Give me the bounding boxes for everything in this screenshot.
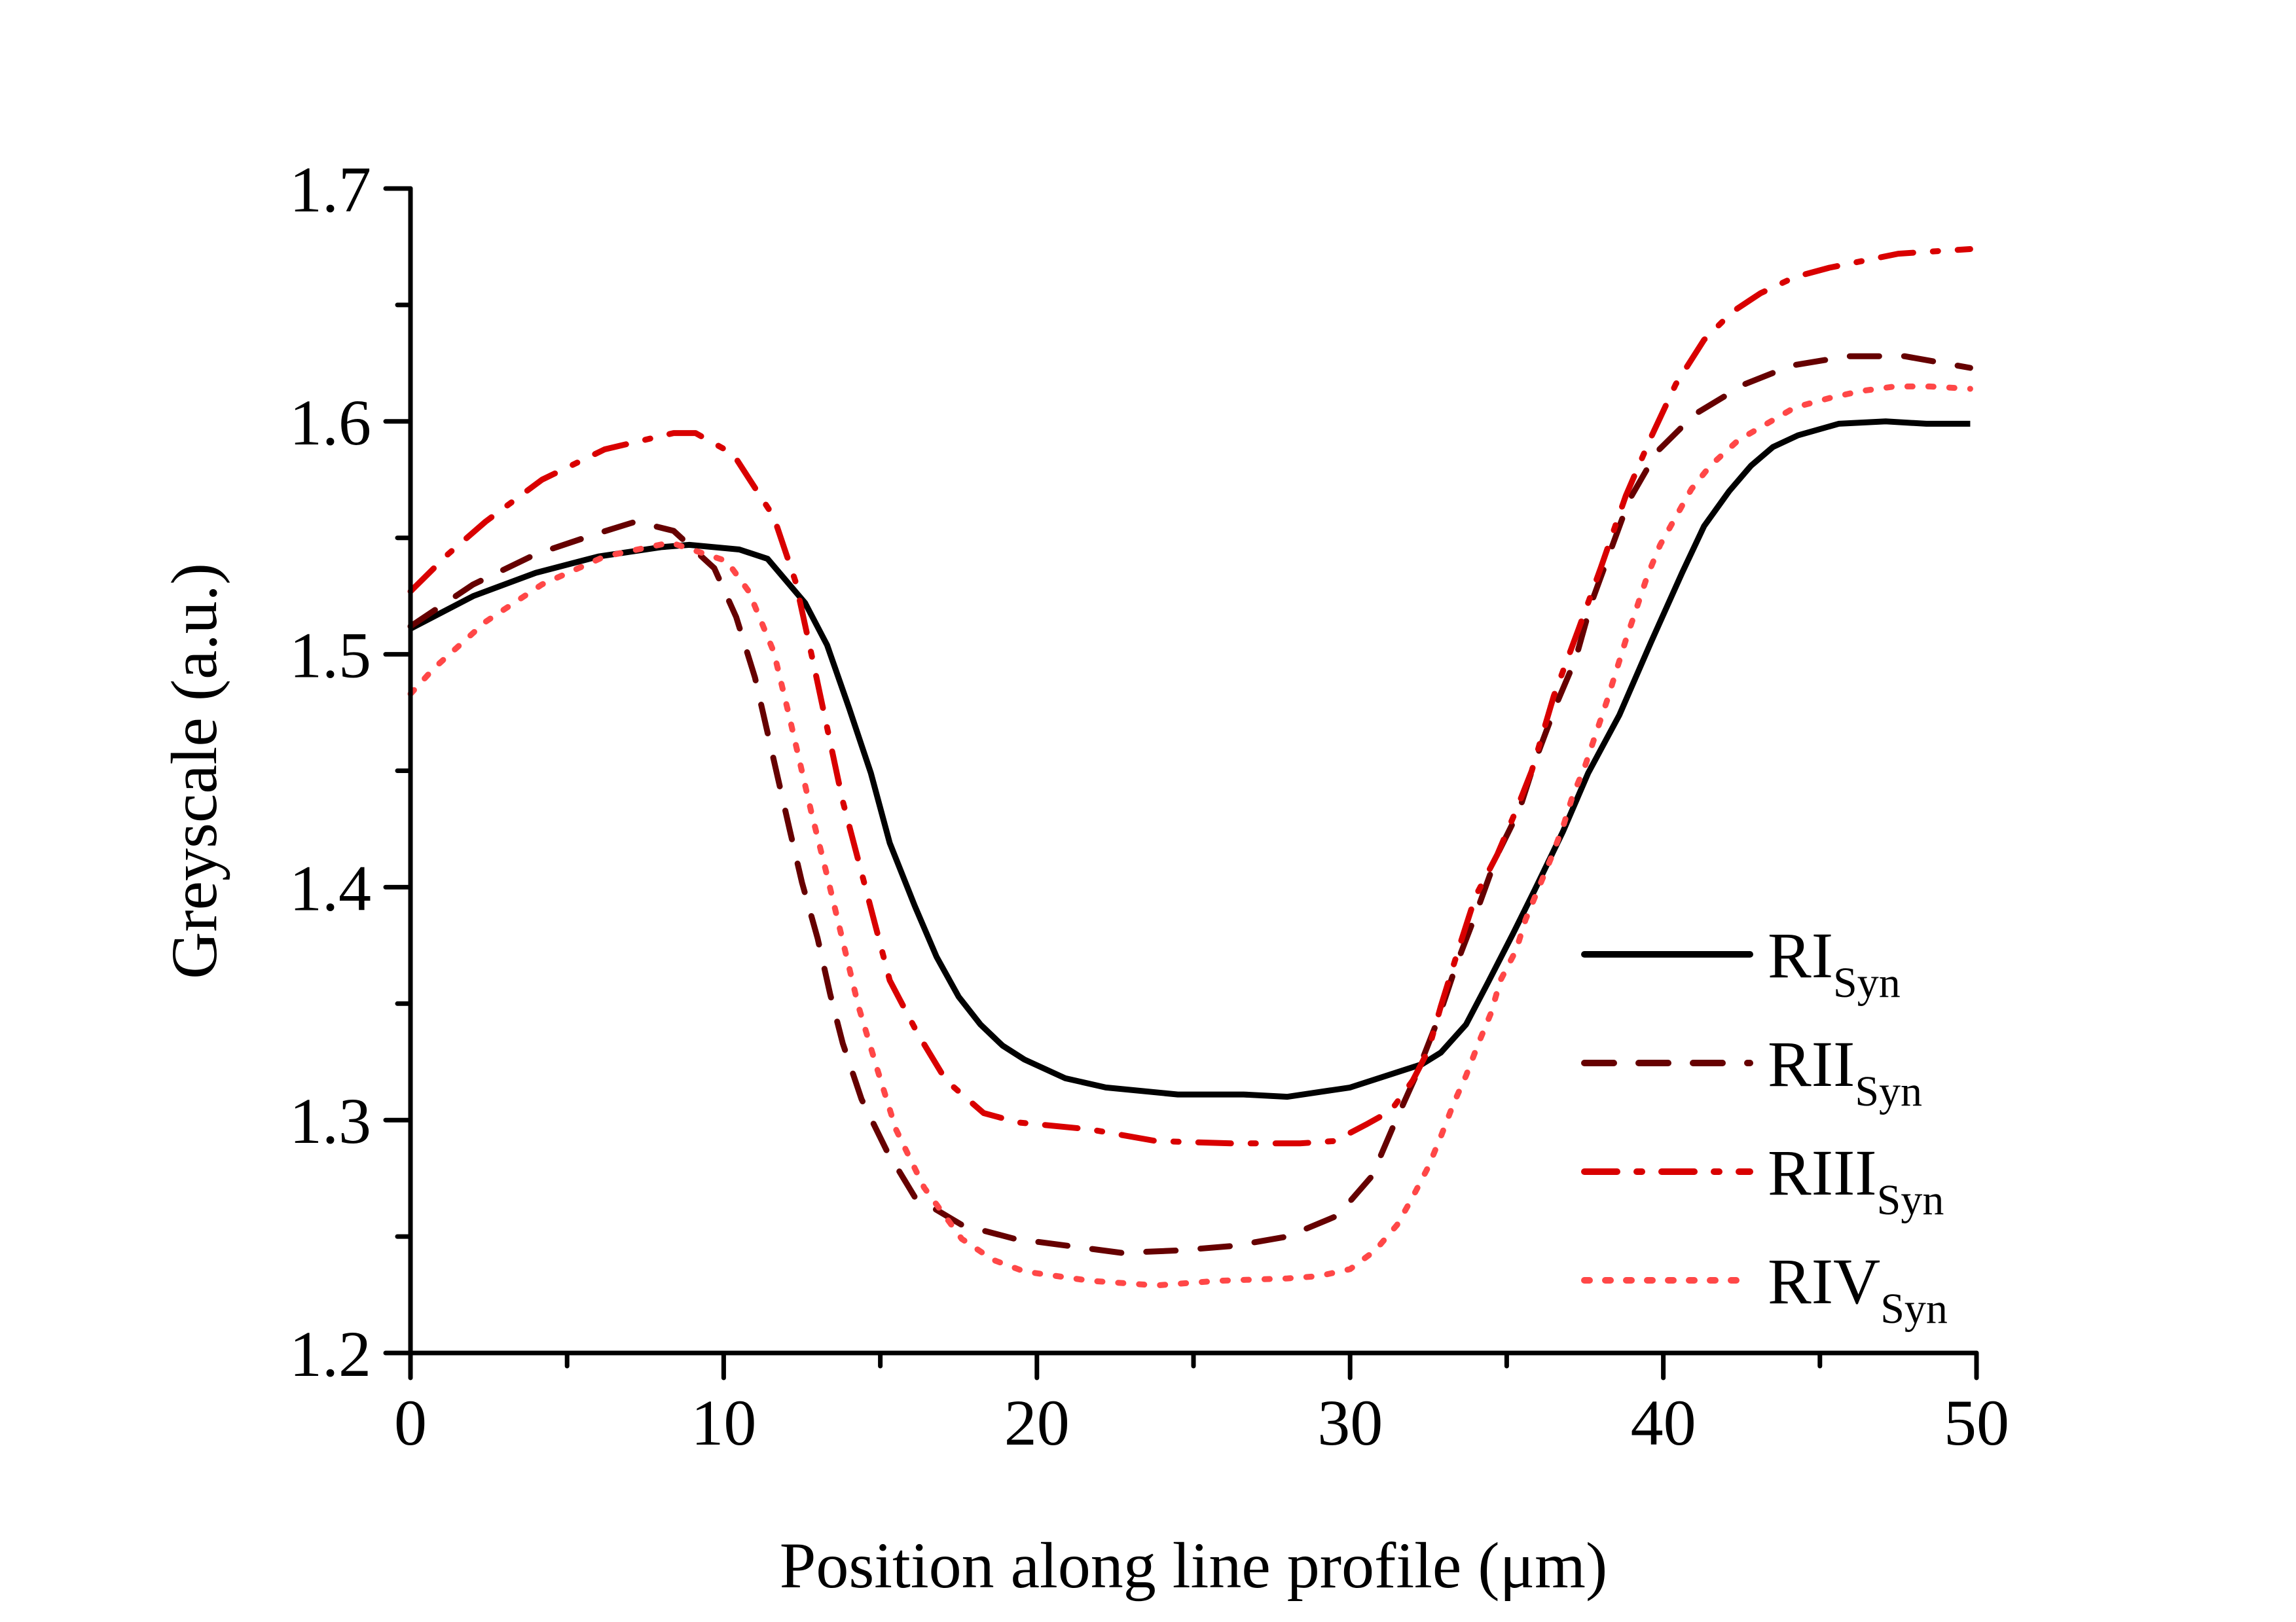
legend-label: RIVSyn	[1768, 1245, 1948, 1333]
x-tick-label: 20	[1004, 1386, 1070, 1459]
series-layer	[407, 246, 1973, 1289]
y-tick-label: 1.6	[289, 386, 371, 459]
x-tick-label: 10	[691, 1386, 756, 1459]
legend-item: RIVSyn	[1581, 1245, 1948, 1333]
y-tick-label: 1.3	[289, 1085, 371, 1157]
legend-label: RIISyn	[1768, 1028, 1922, 1115]
legend: RISyn RIISyn RIIISyn RIVSyn	[1581, 919, 1948, 1333]
series-line-riv	[407, 383, 1973, 1289]
x-tick-label: 0	[394, 1386, 427, 1459]
legend-item: RIISyn	[1581, 1028, 1922, 1115]
x-tick-label: 40	[1631, 1386, 1696, 1459]
y-tick-label: 1.7	[289, 153, 371, 226]
series-line-riii	[407, 246, 1973, 1147]
x-tick-label: 30	[1317, 1386, 1383, 1459]
legend-label: RISyn	[1768, 919, 1901, 1007]
legend-item: RIIISyn	[1581, 1136, 1944, 1224]
series-line-ri	[409, 418, 1971, 1100]
y-tick-label: 1.4	[289, 852, 371, 924]
legend-item: RISyn	[1581, 919, 1901, 1007]
y-axis-title: Greyscale (a.u.)	[158, 563, 230, 979]
x-tick-label: 50	[1944, 1386, 2009, 1459]
ticks: 0 10 20 30 40 50 1.2 1.3 1.4 1.5 1.6 1.7	[289, 153, 2009, 1459]
series-line-rii	[407, 353, 1973, 1256]
y-tick-label: 1.2	[289, 1318, 371, 1390]
legend-label: RIIISyn	[1768, 1136, 1944, 1224]
x-axis-title: Position along line profile (μm)	[780, 1529, 1608, 1602]
y-tick-label: 1.5	[289, 619, 371, 692]
